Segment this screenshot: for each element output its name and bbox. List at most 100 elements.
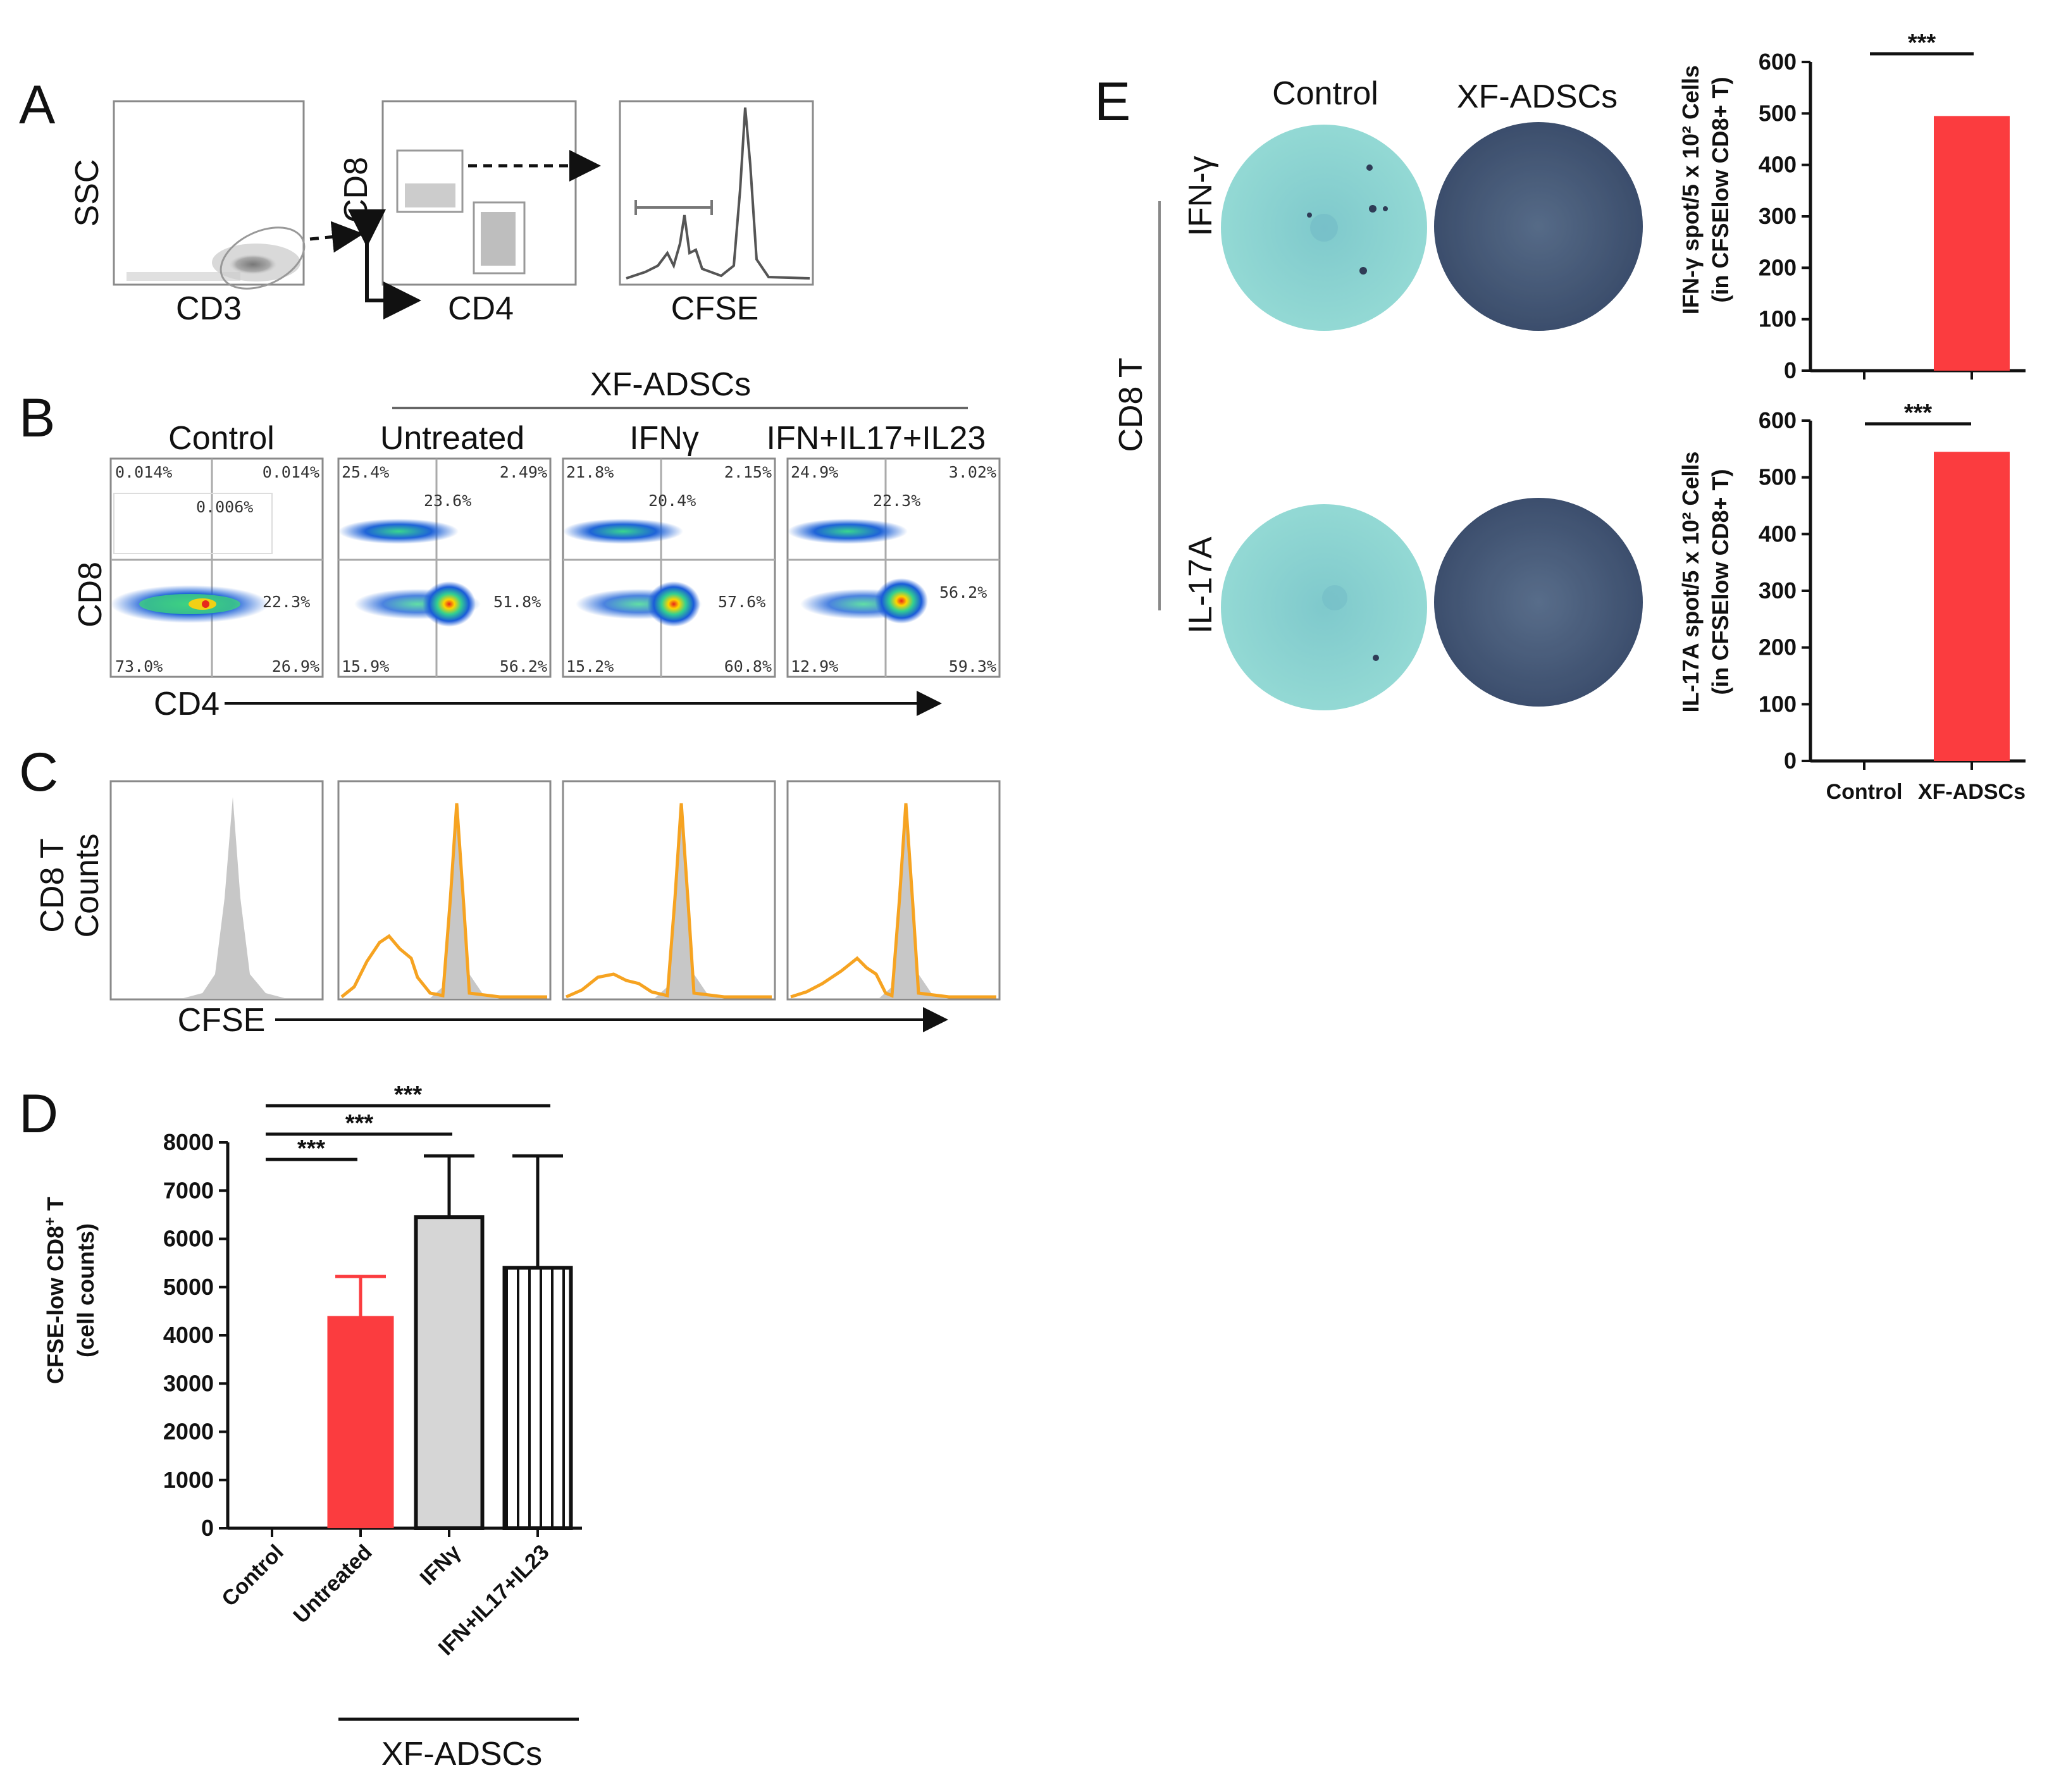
x-tick-label: Untreated [289,1540,377,1628]
b-plot-control: 0.014% 0.014% 0.006% 22.3% 73.0% 26.9% [109,457,324,678]
y-tick-label: 7000 [163,1177,214,1203]
e1-y-label-1: IFN-γ spot/5 x 10² Cells [1678,65,1704,314]
y-tick-label: 0 [201,1515,214,1541]
b2-ul: 21.8% [566,463,614,481]
cd4-gate [473,201,526,275]
y-tick-label: 600 [1759,407,1797,433]
cd4-label: CD4 [448,290,514,327]
e2-y-label-2: (in CFSElow CD8+ T) [1707,469,1733,695]
panel-d: D CFSE-low CD8+ T (cell counts) 0 1000 200… [19,1082,582,1772]
e-row-il17: IL-17A [1182,536,1219,634]
bar-ifn- [414,1215,485,1530]
y-tick-label: 2000 [163,1419,214,1445]
panel-a-label: A [19,75,56,135]
y-tick-label: 0 [1784,748,1797,774]
panel-b-group-label: XF-ADSCs [590,366,751,403]
y-tick-label: 200 [1759,634,1797,660]
bar-untreated [327,1316,394,1528]
b0-mid: 0.006% [196,498,253,516]
x-tick-label: Control [1826,780,1903,804]
cd3-label: CD3 [176,290,242,327]
b3-mid: 22.3% [873,491,920,510]
cfse-label: CFSE [671,290,759,327]
y-tick-label: 5000 [163,1274,214,1300]
chart-e-il17a: 0 100 200 300 400 500 600 Control XF-ADSCs [1759,407,2026,804]
y-tick-label: 100 [1759,306,1797,332]
panel-a: A SSC CD3 CD8 CD4 CFSE [19,75,814,327]
well-xf-il17 [1434,498,1643,707]
cd8-gate [396,149,464,213]
well-control-ifn [1221,125,1427,331]
cd8-label: CD8 [338,157,374,223]
b3-lr: 59.3% [949,657,996,676]
cd3-gate [220,226,306,290]
b2-ur: 2.15% [724,463,772,481]
b-y-axis: CD8 [72,562,109,627]
d-y-label-1: CFSE-low CD8+ T [42,1197,69,1384]
c-y-label-1: CD8 T [34,838,71,932]
b3-right: 56.2% [939,583,987,602]
b3-ul: 24.9% [791,463,838,481]
e2-sig: *** [1904,400,1933,426]
e2-y-label-1: IL-17A spot/5 x 10² Cells [1678,452,1704,713]
d-sig-3: *** [394,1082,423,1108]
b-plot-untreated: 25.4% 2.49% 23.6% 51.8% 15.9% 56.2% [337,457,552,678]
b1-ul: 25.4% [342,463,389,481]
y-tick-label: 3000 [163,1370,214,1396]
bar-xf-adscs [1934,452,2010,761]
x-tick-label: IFNγ [416,1540,466,1590]
y-tick-label: 400 [1759,521,1797,547]
b-title-combo: IFN+IL17+IL23 [767,420,986,457]
y-tick-label: 200 [1759,254,1797,280]
b0-right: 22.3% [263,593,310,611]
cfse-trace [626,107,810,280]
b2-ll: 15.2% [566,657,614,676]
y-tick-label: 8000 [163,1129,214,1155]
e1-sig: *** [1908,30,1936,56]
b2-right: 57.6% [718,593,765,611]
y-tick-label: 600 [1759,49,1797,75]
e1-y-label-2: (in CFSElow CD8+ T) [1707,77,1733,302]
y-tick-label: 100 [1759,691,1797,717]
c-hist-control [109,780,324,1001]
b0-ur: 0.014% [263,463,319,481]
cfse-histogram [619,100,814,286]
b2-mid: 20.4% [648,491,696,510]
panel-c-label: C [19,742,58,803]
panel-e-label: E [1094,71,1130,132]
b1-ll: 15.9% [342,657,389,676]
b1-mid: 23.6% [424,491,471,510]
c-hist-untreated [337,780,552,1001]
d-group-label: XF-ADSCs [381,1736,542,1772]
well-xf-ifn [1434,122,1643,331]
chart-e-ifn: 0 100 200 300 400 500 600 [1759,49,2026,383]
d-y-label-2: (cell counts) [73,1223,99,1357]
e-row-ifn: IFN-γ [1182,156,1219,236]
y-tick-label: 500 [1759,464,1797,490]
c-hist-combo [786,780,1001,1001]
e-col-control: Control [1272,75,1378,112]
ssc-label: SSC [69,159,106,227]
y-tick-label: 4000 [163,1322,214,1348]
c-x-axis: CFSE [178,1002,266,1039]
b3-ur: 3.02% [949,463,996,481]
c-hist-ifng [562,780,776,1001]
b1-ur: 2.49% [500,463,547,481]
e-side-label: CD8 T [1113,357,1149,452]
scatter-ssc-cd3 [113,100,305,286]
c-y-label-2: Counts [69,834,106,938]
b3-ll: 12.9% [791,657,838,676]
e-col-xf: XF-ADSCs [1457,78,1618,115]
x-tick-label: XF-ADSCs [1918,780,2026,804]
panel-c: C CD8 T Counts CFSE [19,742,1001,1039]
b0-ll: 73.0% [115,657,163,676]
well-control-il17 [1221,504,1427,710]
b-title-untreated: Untreated [380,420,524,457]
y-tick-label: 1000 [163,1467,214,1493]
y-tick-label: 400 [1759,152,1797,178]
b1-lr: 56.2% [500,657,547,676]
b-title-ifng: IFNγ [629,420,699,457]
b-plot-ifng: 21.8% 2.15% 20.4% 57.6% 15.2% 60.8% [562,457,776,678]
b-plot-combo: 24.9% 3.02% 22.3% 56.2% 12.9% 59.3% [786,457,1001,678]
b0-ul: 0.014% [115,463,172,481]
